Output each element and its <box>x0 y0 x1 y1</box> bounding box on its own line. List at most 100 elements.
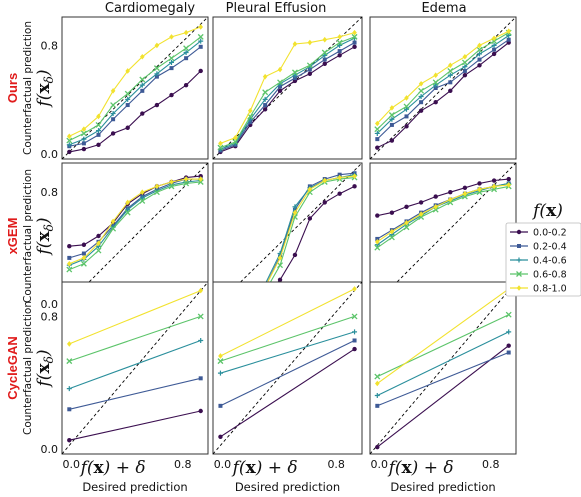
series-line-0.4-0.6 <box>220 331 355 374</box>
y-tick-label: 0.8 <box>41 186 59 199</box>
point-0.8-1.0-marker <box>292 209 298 216</box>
point-0.2-0.4-marker <box>492 47 497 52</box>
point-0.0-0.2-marker <box>307 71 313 77</box>
point-0.0-0.2-marker <box>110 131 116 136</box>
point-0.0-0.2-marker <box>96 142 101 147</box>
point-0.4-0.6-marker <box>154 71 160 77</box>
point-0.4-0.6-marker <box>66 386 72 392</box>
point-0.0-0.2-marker <box>462 185 468 191</box>
point-0.8-1.0-marker <box>183 176 189 182</box>
point-0.0-0.2-marker <box>389 138 395 143</box>
panel-cyclegan-edema <box>369 281 517 455</box>
point-0.4-0.6-marker <box>125 96 131 102</box>
point-0.0-0.2-marker <box>375 213 380 218</box>
point-0.2-0.4-marker <box>337 172 342 177</box>
legend-0.6-0.8-marker <box>516 271 522 277</box>
point-0.2-0.4-marker <box>218 403 223 408</box>
point-0.8-1.0-marker <box>433 204 438 210</box>
legend-0.8-1.0-marker <box>516 285 522 291</box>
point-0.2-0.4-marker <box>477 57 482 62</box>
point-0.0-0.2-marker <box>375 145 380 150</box>
point-0.2-0.4-marker <box>111 117 116 122</box>
series-line-0.0-0.2 <box>69 175 201 247</box>
point-0.6-0.8-marker <box>110 102 117 108</box>
point-0.6-0.8-marker <box>110 225 117 232</box>
point-0.2-0.4-marker <box>96 132 101 137</box>
point-0.2-0.4-marker <box>404 114 409 119</box>
point-0.0-0.2-marker <box>277 88 283 94</box>
point-0.2-0.4-marker <box>433 86 438 90</box>
point-0.2-0.4-marker <box>462 68 467 73</box>
point-0.4-0.6-marker <box>433 82 439 88</box>
panel-cyclegan-pleural-effusion <box>212 281 363 455</box>
point-0.2-0.4-marker <box>352 40 357 45</box>
point-0.6-0.8-marker <box>336 39 343 46</box>
series-line-0.0-0.2 <box>377 42 510 149</box>
point-0.8-1.0-marker <box>169 34 174 40</box>
point-0.2-0.4-marker <box>278 84 283 89</box>
x-tick-label: 0.8 <box>327 458 345 471</box>
point-0.6-0.8-marker <box>374 126 381 133</box>
legend-entry: 0.8-1.0 <box>510 284 567 295</box>
point-0.0-0.2-marker <box>477 63 482 68</box>
series-line-0.6-0.8 <box>376 32 509 130</box>
point-0.8-1.0-marker <box>375 380 380 387</box>
point-0.2-0.4-marker <box>448 80 453 85</box>
series-line-0.6-0.8 <box>220 315 355 362</box>
point-0.0-0.2-marker <box>352 346 357 352</box>
point-0.0-0.2-marker <box>418 108 424 113</box>
point-0.0-0.2-marker <box>462 73 468 78</box>
y-tick-label: 0.8 <box>41 310 59 323</box>
series-line-0.0-0.2 <box>69 70 202 153</box>
row-label: CycleGAN <box>5 336 20 400</box>
point-0.2-0.4-marker <box>375 403 380 408</box>
point-0.6-0.8-marker <box>351 313 358 320</box>
point-0.8-1.0-marker <box>448 196 453 203</box>
point-0.0-0.2-marker <box>218 434 223 439</box>
point-0.0-0.2-marker <box>491 51 497 57</box>
point-0.8-1.0-marker <box>375 120 380 127</box>
y-axis-label-math: f(xδ) <box>34 350 56 389</box>
point-0.6-0.8-marker <box>124 90 131 97</box>
point-0.0-0.2-marker <box>433 194 438 199</box>
point-0.8-1.0-marker <box>433 72 438 79</box>
point-0.6-0.8-marker <box>66 137 73 144</box>
legend-group: f(x) 0.0-0.2 0.2-0.4 0.4-0.6 0.6-0.8 0.8-1.0 <box>505 201 581 297</box>
series-line-0.6-0.8 <box>69 36 202 141</box>
series-line-0.2-0.4 <box>69 46 202 147</box>
point-0.0-0.2-marker <box>154 102 160 108</box>
series-line-0.4-0.6 <box>220 37 355 150</box>
point-0.2-0.4-marker <box>125 103 130 108</box>
point-0.4-0.6-marker <box>462 64 468 70</box>
point-0.6-0.8-marker <box>197 179 204 185</box>
point-0.6-0.8-marker <box>232 139 239 145</box>
series-line-0.0-0.2 <box>69 410 201 441</box>
point-0.6-0.8-marker <box>432 79 439 86</box>
point-0.4-0.6-marker <box>292 72 298 78</box>
point-0.2-0.4-marker <box>67 407 72 412</box>
legend-0.4-0.6-marker <box>516 257 522 263</box>
point-0.0-0.2-marker <box>322 61 327 67</box>
point-0.0-0.2-marker <box>198 68 203 74</box>
point-0.8-1.0-marker <box>125 68 130 74</box>
point-0.6-0.8-marker <box>505 311 512 318</box>
series-line-0.6-0.8 <box>376 185 509 249</box>
point-0.2-0.4-marker <box>337 49 342 54</box>
point-0.0-0.2-marker <box>140 111 145 116</box>
point-0.8-1.0-marker <box>352 286 357 292</box>
point-0.8-1.0-marker <box>110 218 116 225</box>
legend-entry: 0.6-0.8 <box>510 270 567 281</box>
point-0.8-1.0-marker <box>506 182 511 188</box>
point-0.0-0.2-marker <box>125 125 130 130</box>
point-0.2-0.4-marker <box>184 56 189 61</box>
point-0.2-0.4-marker <box>263 103 268 108</box>
series-line-0.8-1.0 <box>376 288 510 384</box>
point-0.6-0.8-marker <box>491 186 498 193</box>
series-line-0.2-0.4 <box>377 351 509 407</box>
point-0.2-0.4-marker <box>375 137 380 142</box>
point-0.0-0.2-marker <box>262 107 268 112</box>
point-0.8-1.0-marker <box>154 183 160 190</box>
point-0.4-0.6-marker <box>447 72 453 78</box>
identity-line <box>369 16 517 160</box>
y-axis-label-math: f(xδ) <box>34 70 56 109</box>
